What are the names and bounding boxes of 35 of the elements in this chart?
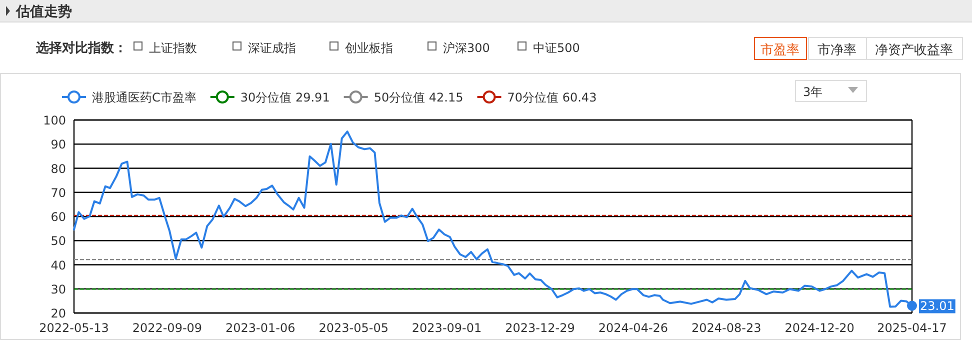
x-tick-label: 2023-12-29	[505, 321, 575, 335]
y-tick-label: 20	[50, 306, 66, 320]
x-tick-label: 2023-09-01	[412, 321, 482, 335]
y-tick-label: 80	[50, 162, 66, 176]
text: 3年	[803, 85, 823, 99]
text: 上证指数	[149, 41, 197, 55]
data-label: 23.01	[920, 299, 954, 314]
y-tick-label: 70	[50, 186, 66, 200]
x-tick-label: 2024-12-20	[784, 321, 854, 335]
y-tick-label: 60	[50, 210, 66, 224]
legend-label: 港股通医药C市盈率	[92, 90, 196, 104]
y-tick-label: 100	[43, 114, 66, 128]
text: 中证500	[533, 41, 580, 55]
x-tick-label: 2024-08-23	[692, 321, 762, 335]
chart-title: 估值走势	[15, 4, 72, 20]
x-tick-label: 2022-05-13	[39, 321, 109, 335]
text: 净资产收益率	[875, 42, 953, 58]
text: 选择对比指数：	[35, 41, 127, 56]
x-tick-label: 2023-05-05	[318, 321, 388, 335]
text: 深证成指	[248, 41, 296, 55]
x-tick-label: 2022-09-09	[132, 321, 202, 335]
y-tick-label: 40	[50, 258, 66, 272]
y-tick-label: 30	[50, 282, 66, 296]
text: 沪深300	[443, 41, 490, 55]
text: 市盈率	[760, 42, 800, 58]
legend-label: 50分位值 42.15	[374, 90, 464, 104]
text: 市净率	[818, 42, 856, 58]
y-tick-label: 90	[50, 138, 66, 152]
x-tick-label: 2024-04-26	[598, 321, 668, 335]
x-tick-label: 2025-04-17	[877, 321, 947, 335]
text: 创业板指	[345, 41, 393, 55]
y-tick-label: 50	[50, 234, 66, 248]
legend-label: 30分位值 29.91	[240, 90, 330, 104]
x-tick-label: 2023-01-06	[226, 321, 296, 335]
legend-label: 70分位值 60.43	[507, 90, 597, 104]
